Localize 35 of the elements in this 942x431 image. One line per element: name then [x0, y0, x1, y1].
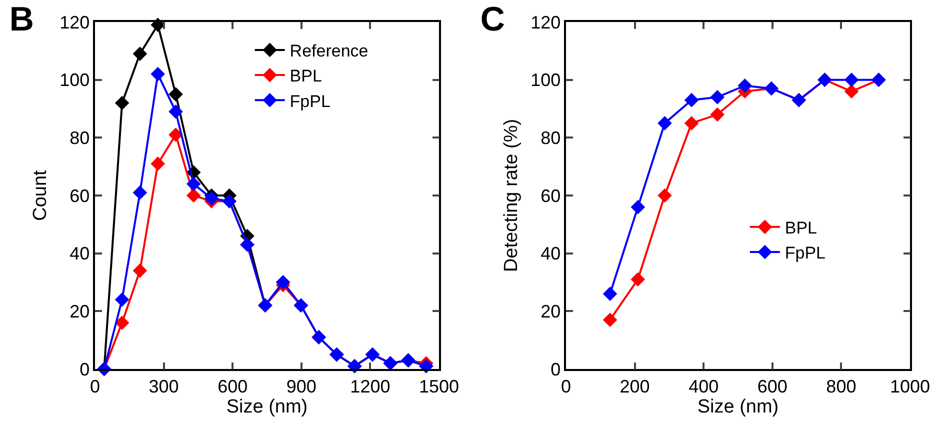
x-tick-label: 200	[620, 376, 650, 396]
y-axis-title: Count	[30, 169, 51, 221]
x-tick-label: 1500	[418, 376, 460, 396]
y-tick-label: 40	[70, 244, 90, 264]
chart-title: B	[9, 0, 34, 38]
y-tick-label: 60	[540, 186, 561, 206]
y-tick-label: 80	[540, 128, 561, 148]
y-tick-label: 60	[70, 186, 90, 206]
y-tick-label: 120	[530, 12, 561, 32]
x-tick-label: 400	[688, 376, 719, 396]
y-tick-label: 80	[70, 128, 90, 148]
x-axis-title: Size (nm)	[697, 396, 779, 418]
legend-label: FpPL	[784, 244, 826, 263]
x-tick-label: 1000	[890, 376, 930, 396]
y-tick-label: 100	[60, 70, 90, 90]
x-tick-label: 300	[148, 376, 179, 396]
y-tick-label: 40	[540, 244, 561, 264]
y-tick-label: 20	[70, 301, 90, 322]
x-tick-label: 1200	[350, 376, 390, 396]
legend-label: Reference	[290, 42, 368, 61]
x-axis-title: Size (nm)	[226, 396, 308, 418]
x-tick-label: 900	[286, 376, 316, 396]
x-tick-label: 800	[826, 376, 856, 396]
y-tick-label: 20	[540, 301, 561, 322]
x-tick-label: 600	[757, 376, 788, 396]
legend-label: BPL	[784, 218, 818, 238]
legend-label: FpPL	[290, 92, 330, 111]
y-axis-title: Detecting rate (%)	[500, 118, 522, 272]
y-tick-label: 120	[60, 12, 90, 32]
y-tick-label: 0	[550, 359, 561, 380]
x-tick-label: 600	[218, 376, 248, 396]
legend-label: BPL	[290, 66, 322, 86]
y-tick-label: 100	[530, 70, 561, 90]
chart-title: C	[480, 0, 505, 38]
y-tick-label: 0	[80, 359, 90, 380]
